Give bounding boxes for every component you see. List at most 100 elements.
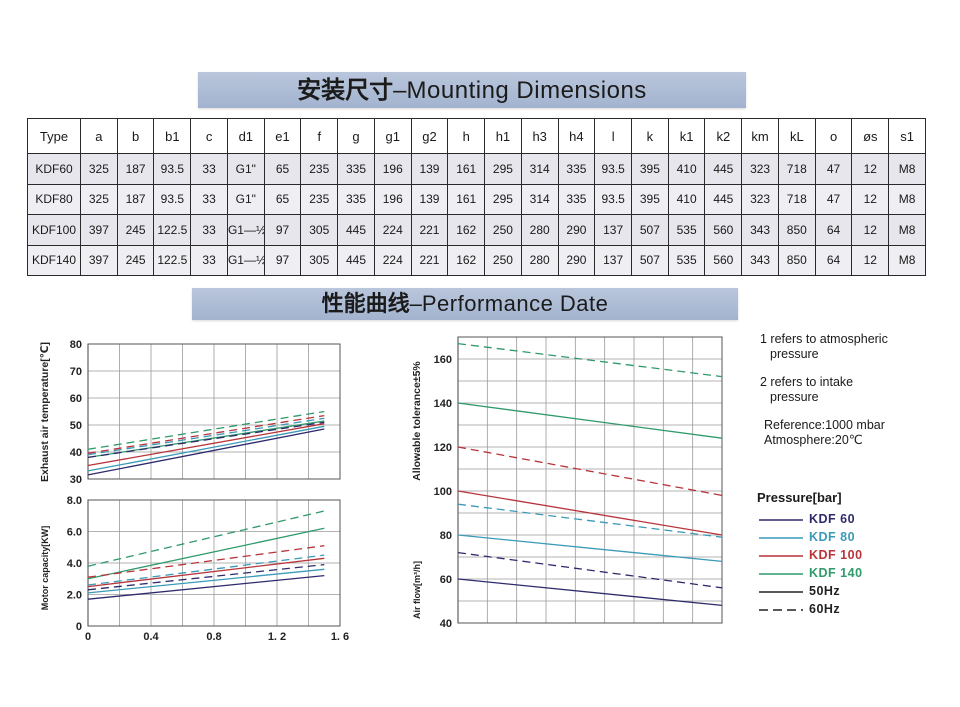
table-cell: 65 xyxy=(263,153,302,185)
table-cell: 305 xyxy=(300,244,339,276)
performance-title-sep: – xyxy=(409,291,422,316)
table-cell: 224 xyxy=(373,214,412,246)
legend-swatch xyxy=(759,537,803,539)
table-cell: 33 xyxy=(190,214,228,246)
series-line xyxy=(87,545,325,578)
table-cell: 343 xyxy=(741,244,779,276)
table-cell: G1—½" xyxy=(226,244,265,276)
table-cell: 343 xyxy=(741,214,779,246)
series-line xyxy=(457,551,723,589)
legend-label: 50Hz xyxy=(809,584,841,598)
y-tick-label: 120 xyxy=(434,442,452,454)
note-1-line-b: pressure xyxy=(770,347,819,361)
table-cell: 325 xyxy=(80,183,118,215)
legend-label: KDF 140 xyxy=(809,566,863,580)
legend-item: KDF 60 xyxy=(757,511,953,529)
type-cell: KDF140 xyxy=(27,244,81,276)
legend-item: KDF 140 xyxy=(757,565,953,583)
table-header-row: Type a b b1 c d1 e1 f g g1 g2 h h1 h3 h4 l k k1 k2 km kL o øs s… xyxy=(27,118,926,154)
column-header-11: h xyxy=(447,118,486,154)
y-tick-label: 60 xyxy=(70,393,82,405)
table-cell: 560 xyxy=(704,244,743,276)
table-row: KDF100397245122.533G1—½"9730544522422116… xyxy=(27,214,926,246)
x-tick-label: 1. 2 xyxy=(268,631,286,643)
series-line xyxy=(457,503,723,538)
table-cell: 335 xyxy=(557,183,596,215)
y-tick-label: 160 xyxy=(434,354,452,366)
motor-capacity-chart: 0 2.0 4.0 6.0 8.0 0 0.4 0.8 1. 2 1. 6 Motor capaci… xyxy=(40,495,349,643)
table-cell: 221 xyxy=(410,214,449,246)
pressure-legend: Pressure[bar] KDF 60 KDF 80 KDF 100 KDF 140… xyxy=(757,490,953,619)
table-body: KDF60 325 187 93.5 33 G1" 65 235 335 196 139 161 295… xyxy=(27,153,926,276)
table-cell: G1" xyxy=(226,183,265,215)
table-cell: 535 xyxy=(667,244,706,276)
series-line xyxy=(87,574,325,600)
y-axis-label: Allowable tolerance±5% xyxy=(411,361,423,481)
series-line xyxy=(87,425,325,472)
table-cell: 245 xyxy=(116,214,155,246)
column-header-14: h4 xyxy=(557,118,596,154)
column-header-5: d1 xyxy=(226,118,265,154)
column-header-6: e1 xyxy=(263,118,302,154)
column-header-23: s1 xyxy=(888,118,926,154)
plot-frame xyxy=(87,343,341,480)
series-line xyxy=(457,342,723,378)
type-cell: KDF100 xyxy=(27,214,81,246)
table-row: KDF80 325 187 93.5 33 G1" 65 235 335 196 139 161 295… xyxy=(27,183,926,215)
table-cell: 139 xyxy=(410,153,449,185)
table-cell: G1" xyxy=(226,153,265,185)
table-cell: 445 xyxy=(704,153,743,185)
series-line xyxy=(87,423,325,467)
table-cell: 245 xyxy=(116,244,155,276)
table-cell: 235 xyxy=(300,153,339,185)
legend-label: KDF 100 xyxy=(809,548,863,562)
plot-frame xyxy=(457,336,723,624)
table-row: KDF140397245122.533G1—½"9730544522422116… xyxy=(27,244,926,276)
series-line xyxy=(87,527,325,580)
series-line xyxy=(87,417,325,456)
legend-item: 50Hz xyxy=(757,583,953,601)
column-header-19: km xyxy=(741,118,779,154)
table-cell: G1—½" xyxy=(226,214,265,246)
table-cell: M8 xyxy=(888,183,926,215)
y-tick-label: 60 xyxy=(440,574,452,586)
y-axis-label-secondary: Air flow[m³/h] xyxy=(412,561,422,619)
note-1: 1 refers to atmospheric pressure xyxy=(760,332,956,362)
table-cell: 224 xyxy=(373,244,412,276)
table-cell: 187 xyxy=(116,183,155,215)
performance-title-zh: 性能曲线 xyxy=(321,292,410,317)
column-header-22: øs xyxy=(851,118,890,154)
column-header-9: g1 xyxy=(373,118,412,154)
table-cell: 560 xyxy=(704,214,743,246)
table-cell: 295 xyxy=(484,183,522,215)
table-cell: 335 xyxy=(337,153,375,185)
type-cell: KDF80 xyxy=(27,183,81,215)
table-cell: 97 xyxy=(263,214,302,246)
table-cell: 162 xyxy=(447,244,486,276)
table-cell: 64 xyxy=(814,214,853,246)
legend-label: KDF 80 xyxy=(809,530,856,544)
y-tick-label: 2.0 xyxy=(67,590,82,602)
mounting-title-en: Mounting Dimensions xyxy=(406,77,647,104)
series-line xyxy=(87,428,325,476)
mounting-dimensions-banner: 安装尺寸–Mounting Dimensions xyxy=(198,72,746,108)
table-cell: 137 xyxy=(594,244,633,276)
table-cell: 535 xyxy=(667,214,706,246)
column-header-16: k xyxy=(631,118,669,154)
table-cell: 323 xyxy=(741,183,779,215)
series-line xyxy=(457,534,723,563)
column-header-0: Type xyxy=(27,118,81,154)
legend-item: KDF 100 xyxy=(757,547,953,565)
x-tick-label: 0.4 xyxy=(143,631,159,643)
table-cell: 187 xyxy=(116,153,155,185)
table-cell: 97 xyxy=(263,244,302,276)
series-line xyxy=(87,414,325,454)
y-tick-label: 50 xyxy=(70,420,82,432)
y-tick-label: 0 xyxy=(76,621,82,633)
table-cell: 93.5 xyxy=(153,183,192,215)
column-header-17: k1 xyxy=(667,118,706,154)
column-header-20: kL xyxy=(777,118,816,154)
table-cell: 410 xyxy=(667,183,706,215)
table-cell: 93.5 xyxy=(594,153,633,185)
note-2-line-b: pressure xyxy=(770,390,819,404)
